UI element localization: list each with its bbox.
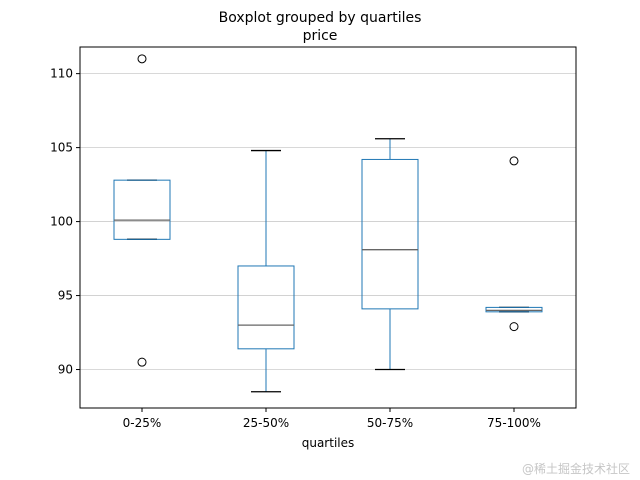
box [237, 265, 295, 350]
y-tick-label: 110 [50, 67, 73, 81]
outlier-point [137, 54, 147, 64]
plot-background [80, 47, 576, 408]
plot-content: 90 95 100 105 110 0-25% 25-50% 50-75% 75-100% [50, 46, 577, 430]
chart-subtitle: price [303, 28, 338, 44]
x-tick-label: 25-50% [243, 416, 289, 430]
outlier-point [509, 156, 519, 166]
x-tick-label: 50-75% [367, 416, 413, 430]
y-tick-label: 95 [58, 289, 73, 303]
plot-border [79, 46, 577, 409]
chart-title: Boxplot grouped by quartiles [219, 10, 422, 26]
box [485, 306, 543, 313]
outlier-point [509, 322, 519, 332]
y-tick-label: 100 [50, 215, 73, 229]
outlier-point [137, 357, 147, 367]
y-tick-label: 90 [58, 363, 73, 377]
x-tick-label: 0-25% [123, 416, 162, 430]
x-tick-label: 75-100% [487, 416, 541, 430]
box [361, 158, 419, 310]
box [113, 179, 171, 240]
x-axis-label: quartiles [302, 436, 355, 450]
watermark: @稀土掘金技术社区 [522, 461, 630, 476]
y-tick-label: 105 [50, 141, 73, 155]
